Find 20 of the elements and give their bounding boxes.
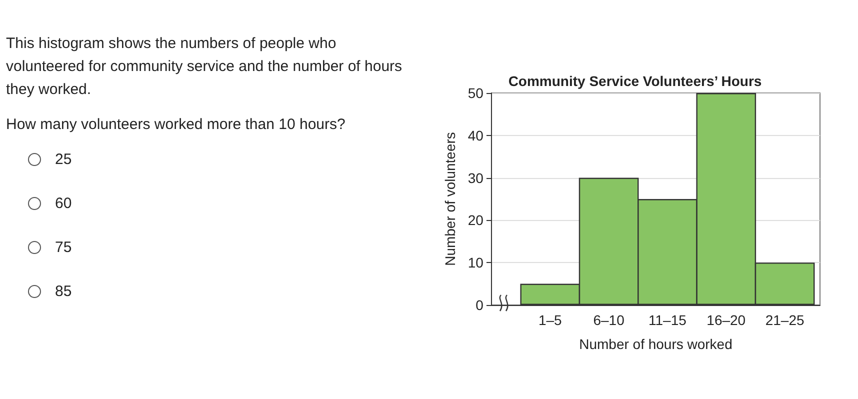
y-tick-label: 30 [468, 170, 484, 186]
text: 75 [55, 238, 72, 258]
x-tick-label: 1–5 [538, 312, 562, 328]
x-axis-title: Number of hours worked [579, 336, 732, 352]
x-tick-label: 21–25 [765, 312, 804, 328]
text: 60 [55, 194, 72, 214]
y-tick-label: 10 [468, 254, 484, 271]
y-tick-label: 0 [476, 297, 484, 313]
x-tick-label: 16–20 [706, 312, 746, 328]
chart-title: Community Service Volunteers’ Hours [508, 73, 762, 89]
x-tick-label: 11–15 [648, 312, 687, 328]
x-tick-label: 6–10 [593, 312, 625, 328]
y-tick-label: 40 [468, 127, 484, 144]
y-tick-label: 50 [468, 85, 484, 101]
y-tick-label: 20 [468, 212, 484, 228]
text: 25 [55, 150, 72, 170]
text: How many volunteers worked more than 10 hours? [6, 115, 346, 135]
y-axis-title: Number of volunteers [442, 132, 458, 266]
text: This histogram shows the numbers of people who volunteered for community service and the number of hours they worked. [6, 34, 404, 100]
text: 85 [55, 282, 72, 302]
